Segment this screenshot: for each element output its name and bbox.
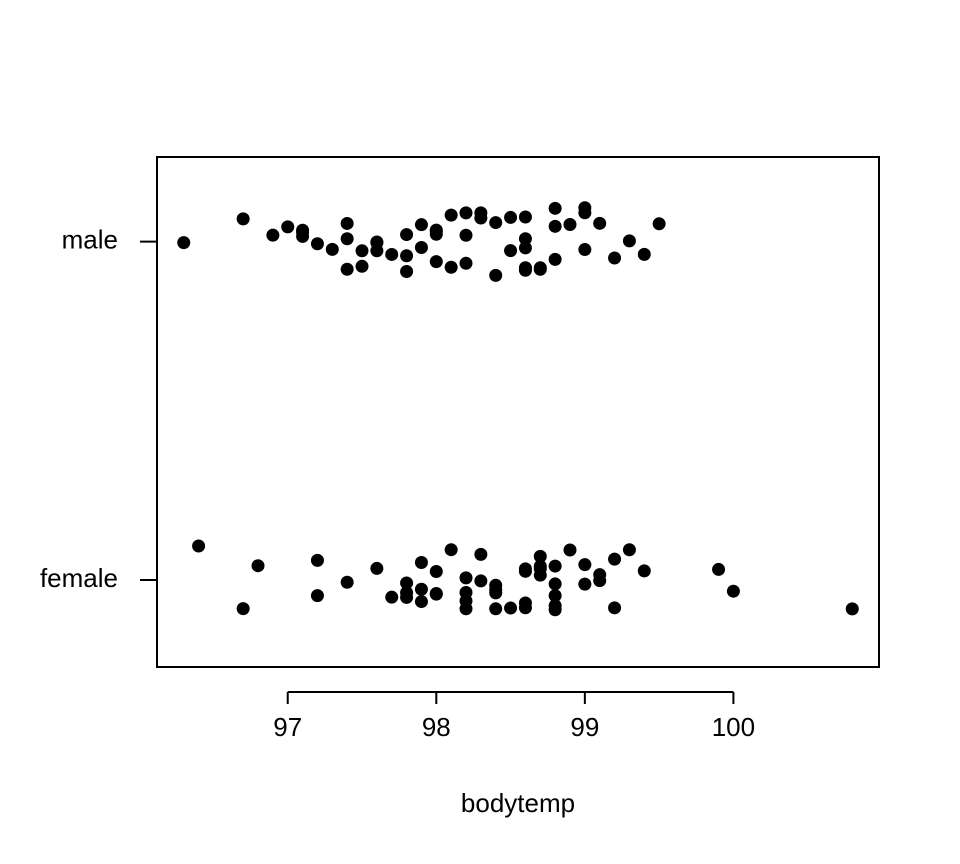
point bbox=[578, 243, 592, 257]
point bbox=[370, 235, 384, 249]
point bbox=[400, 576, 414, 590]
point bbox=[340, 232, 354, 246]
plot-frame bbox=[156, 156, 880, 668]
point bbox=[548, 577, 562, 591]
point bbox=[489, 268, 503, 282]
point bbox=[429, 255, 443, 269]
point bbox=[400, 586, 414, 600]
point bbox=[593, 216, 607, 230]
x-tick-label: 99 bbox=[570, 712, 599, 742]
point bbox=[608, 251, 622, 265]
point bbox=[504, 244, 518, 258]
point bbox=[310, 589, 324, 603]
point bbox=[637, 247, 651, 261]
point bbox=[518, 232, 532, 246]
point bbox=[444, 260, 458, 274]
point bbox=[251, 559, 265, 573]
point bbox=[712, 562, 726, 576]
point bbox=[177, 236, 191, 250]
point bbox=[400, 228, 414, 242]
point bbox=[518, 210, 532, 224]
point bbox=[608, 552, 622, 566]
point bbox=[340, 575, 354, 589]
point bbox=[310, 553, 324, 567]
point bbox=[325, 242, 339, 256]
point bbox=[578, 558, 592, 572]
point bbox=[652, 217, 666, 231]
point bbox=[444, 208, 458, 222]
point bbox=[548, 599, 562, 613]
point bbox=[608, 601, 622, 615]
point bbox=[474, 547, 488, 561]
point bbox=[578, 201, 592, 215]
y-tick-label: male bbox=[62, 224, 118, 254]
point bbox=[548, 219, 562, 233]
point bbox=[414, 555, 428, 569]
point bbox=[533, 549, 547, 563]
point bbox=[459, 256, 473, 270]
point bbox=[459, 228, 473, 242]
point bbox=[192, 539, 206, 553]
point bbox=[370, 561, 384, 575]
point bbox=[355, 244, 369, 258]
point bbox=[414, 218, 428, 232]
y-tick-label: female bbox=[40, 563, 118, 593]
point bbox=[429, 564, 443, 578]
point bbox=[548, 589, 562, 603]
point bbox=[429, 586, 443, 600]
point bbox=[414, 595, 428, 609]
point bbox=[281, 220, 295, 234]
point bbox=[310, 237, 324, 251]
point bbox=[444, 543, 458, 557]
point bbox=[548, 252, 562, 266]
point bbox=[459, 571, 473, 585]
point bbox=[845, 602, 859, 616]
point bbox=[489, 578, 503, 592]
point bbox=[489, 602, 503, 616]
point bbox=[637, 564, 651, 578]
point bbox=[340, 216, 354, 230]
point bbox=[414, 241, 428, 255]
point bbox=[400, 249, 414, 263]
point bbox=[533, 559, 547, 573]
x-tick-label: 98 bbox=[422, 712, 451, 742]
point bbox=[236, 602, 250, 616]
point bbox=[593, 568, 607, 582]
point bbox=[518, 596, 532, 610]
point bbox=[563, 543, 577, 557]
point bbox=[518, 562, 532, 576]
point bbox=[459, 206, 473, 220]
x-tick-label: 100 bbox=[712, 712, 755, 742]
point bbox=[266, 228, 280, 242]
point bbox=[726, 584, 740, 598]
point bbox=[459, 594, 473, 608]
point bbox=[548, 201, 562, 215]
point bbox=[296, 223, 310, 237]
point bbox=[504, 601, 518, 615]
point bbox=[563, 217, 577, 231]
point bbox=[578, 577, 592, 591]
point bbox=[385, 247, 399, 261]
point bbox=[518, 241, 532, 255]
point bbox=[622, 234, 636, 248]
point bbox=[340, 262, 354, 276]
point bbox=[400, 264, 414, 278]
point bbox=[474, 206, 488, 220]
point bbox=[429, 227, 443, 241]
point bbox=[385, 590, 399, 604]
point bbox=[622, 543, 636, 557]
point bbox=[414, 582, 428, 596]
x-tick-label: 97 bbox=[273, 712, 302, 742]
point bbox=[474, 574, 488, 588]
point bbox=[236, 212, 250, 226]
point bbox=[489, 216, 503, 230]
point bbox=[504, 210, 518, 224]
point bbox=[518, 261, 532, 275]
point bbox=[533, 262, 547, 276]
point bbox=[355, 259, 369, 273]
point bbox=[533, 568, 547, 582]
x-axis-label: bodytemp bbox=[461, 788, 575, 818]
point bbox=[548, 559, 562, 573]
